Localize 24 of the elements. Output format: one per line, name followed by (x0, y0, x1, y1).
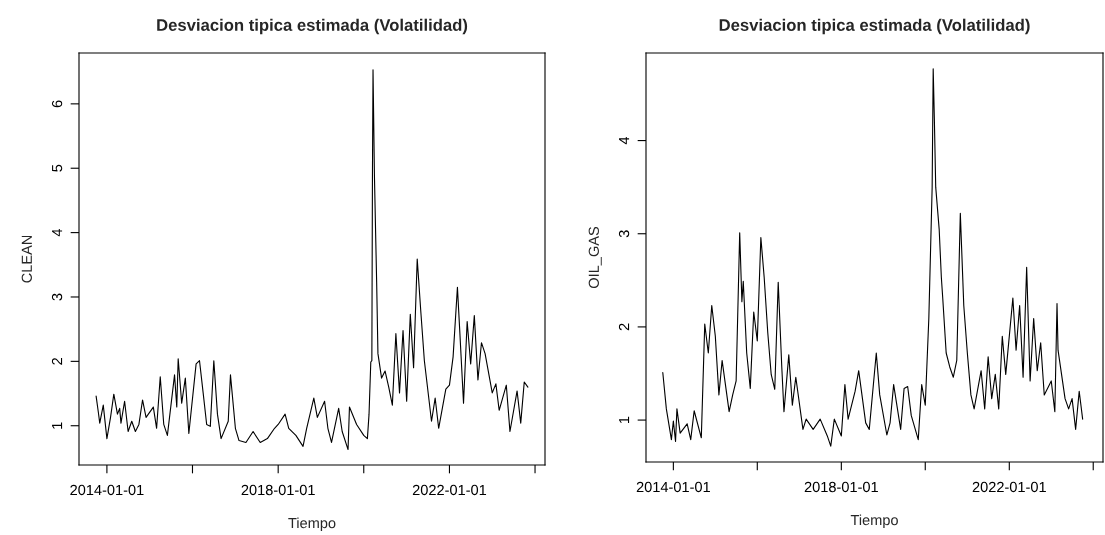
y-tick-label: 4 (52, 228, 63, 237)
y-axis-title: OIL_GAS (588, 226, 602, 289)
y-tick-label: 4 (619, 136, 630, 145)
x-tick-label: 2022-01-01 (972, 481, 1046, 493)
y-tick-label: 6 (51, 100, 63, 108)
chart-title: Desviacion tipica estimada (Volatilidad) (157, 18, 468, 35)
y-tick-label: 1 (619, 416, 630, 424)
x-tick-label: 2018-01-01 (241, 484, 315, 496)
line-series (662, 68, 1084, 447)
y-tick-label: 1 (52, 422, 63, 429)
x-tick-label: 2018-01-01 (804, 481, 878, 493)
y-axis-title: CLEAN (21, 235, 32, 283)
x-axis-title: Tiempo (850, 514, 898, 529)
y-tick-label: 2 (51, 358, 63, 365)
y-tick-label: 3 (51, 293, 63, 301)
x-tick-label: 2014-01-01 (636, 481, 710, 493)
chart-title: Desviacion tipica estimada (Volatilidad) (719, 18, 1030, 35)
y-tick-label: 5 (52, 164, 63, 172)
y-tick-label: 2 (618, 323, 630, 331)
x-tick-label: 2022-01-01 (412, 484, 487, 496)
line-series (95, 69, 529, 451)
x-axis-title: Tiempo (288, 517, 336, 532)
x-tick-label: 2014-01-01 (70, 484, 144, 496)
y-tick-label: 3 (618, 230, 630, 238)
